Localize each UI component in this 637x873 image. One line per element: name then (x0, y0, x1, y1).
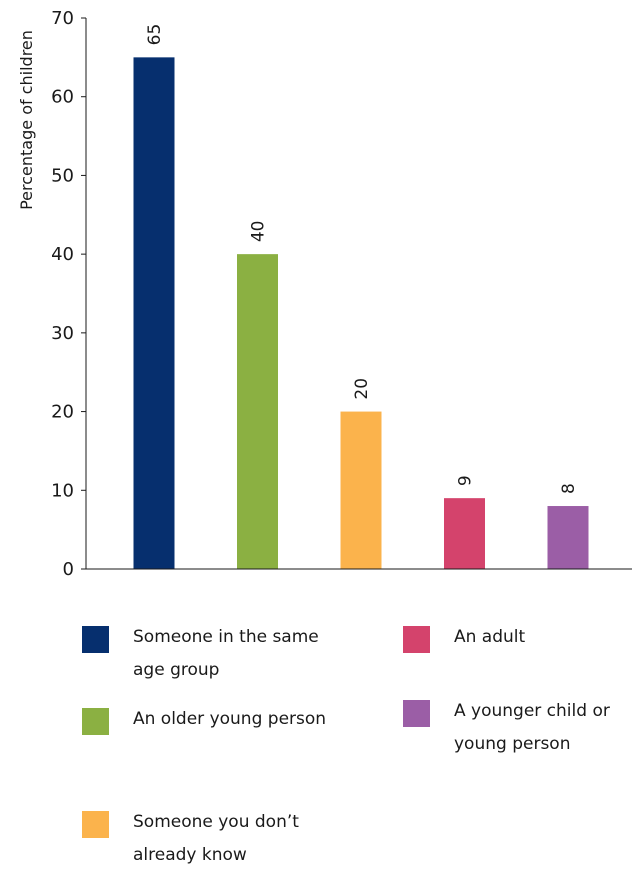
legend-label-line: Someone you don’t (133, 812, 299, 832)
y-axis-ticks: 0 10 20 30 40 50 60 70 (51, 8, 86, 580)
legend-label: Someone you don’t already know (133, 806, 299, 872)
legend-label: Someone in the same age group (133, 621, 319, 687)
bar-value-label: 8 (559, 483, 579, 494)
bar (237, 254, 278, 569)
bar (133, 57, 175, 569)
legend-label-line: young person (454, 734, 571, 754)
bar-value-label: 40 (249, 221, 269, 243)
legend-item-dont-already-know: Someone you don’t already know (82, 809, 299, 872)
y-tick-label: 30 (51, 323, 74, 344)
legend-item-an-adult: An adult (403, 624, 525, 654)
legend-label: An older young person (133, 703, 326, 736)
legend-swatch (82, 811, 109, 838)
y-tick-label: 20 (51, 402, 74, 423)
y-tick-label: 10 (51, 480, 74, 501)
legend-swatch (403, 626, 430, 653)
legend-label-line: already know (133, 845, 247, 865)
y-tick-label: 50 (51, 165, 74, 186)
legend-item-younger-child: A younger child or young person (403, 698, 610, 761)
y-tick-label: 0 (63, 559, 74, 580)
legend-label-line: age group (133, 660, 220, 680)
bar-chart: 0 10 20 30 40 50 60 70 65 40 20 9 8 Percentage of c… (17, 8, 632, 580)
y-tick-label: 40 (51, 244, 74, 265)
bar (547, 506, 589, 569)
bar-value-label: 9 (456, 475, 476, 486)
legend-label-line: An adult (454, 627, 526, 647)
y-tick-label: 70 (51, 8, 74, 29)
bar (444, 498, 485, 569)
bar-value-label: 20 (352, 378, 372, 400)
legend-swatch (82, 708, 109, 735)
legend-item-same-age-group: Someone in the same age group (82, 624, 319, 687)
y-tick-label: 60 (51, 87, 74, 108)
y-axis-title: Percentage of children (17, 30, 36, 210)
bar (340, 411, 382, 569)
legend-label-line: A younger child or (454, 701, 610, 721)
legend-label: An adult (454, 621, 525, 654)
legend-label-line: An older young person (133, 709, 327, 729)
bar-value-label: 65 (145, 24, 165, 46)
legend-swatch (403, 700, 430, 727)
legend-item-older-young-person: An older young person (82, 706, 326, 736)
bars (133, 57, 589, 569)
legend-swatch (82, 626, 109, 653)
value-labels: 65 40 20 9 8 (145, 24, 579, 494)
legend-label-line: Someone in the same (133, 627, 319, 647)
legend-label: A younger child or young person (454, 695, 610, 761)
